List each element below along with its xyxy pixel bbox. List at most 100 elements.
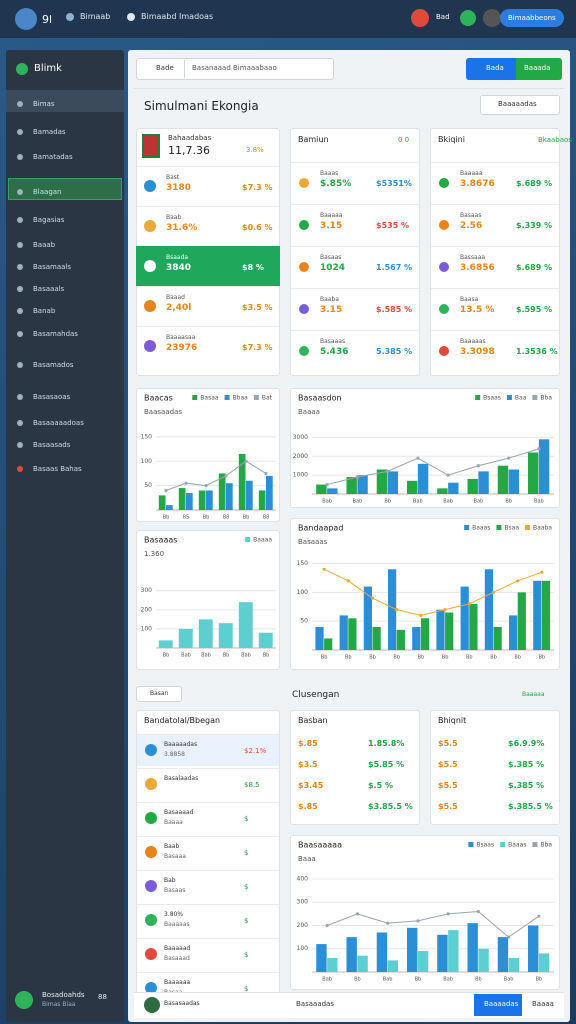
nav-item[interactable]: Baaab <box>33 241 56 249</box>
nav-item[interactable]: Bagasias <box>33 216 65 224</box>
page-title: Simulmani Ekongia <box>144 99 259 113</box>
bar <box>258 632 273 648</box>
x-tick-label: Bb <box>539 655 546 661</box>
user-avatar <box>15 991 33 1009</box>
row-value: 3.6856 <box>460 263 495 273</box>
row-divider <box>137 768 279 769</box>
row-divider <box>431 288 559 289</box>
x-tick-label: Bb <box>536 977 543 983</box>
row-value: $5.5 <box>438 760 458 769</box>
nav-item[interactable]: Basamahdas <box>33 330 78 338</box>
bar <box>406 480 418 494</box>
row-change: $3.5 % <box>242 303 273 312</box>
row-name: Baaad <box>166 294 185 301</box>
x-tick-label: Bb <box>514 655 521 661</box>
legend-swatch <box>506 395 512 400</box>
app-name[interactable]: Bimaab <box>80 12 111 21</box>
row-icon <box>145 778 157 790</box>
row-change: $ <box>244 883 249 891</box>
bar <box>445 612 454 650</box>
nav-item[interactable]: Basaasads <box>33 441 71 449</box>
nav-item[interactable]: Basamados <box>33 361 74 369</box>
row-icon <box>144 300 156 312</box>
x-tick-label: Bab <box>241 653 251 659</box>
row-change: $ <box>244 985 249 993</box>
legend-label: Baaas <box>508 842 526 849</box>
bar <box>448 482 459 494</box>
row-divider <box>137 972 279 973</box>
legend-swatch <box>496 525 502 530</box>
x-tick-label: Bab <box>201 653 211 659</box>
bar <box>541 580 551 650</box>
search-box[interactable] <box>136 58 334 80</box>
icon <box>17 154 23 160</box>
section-action[interactable]: Baaaaa <box>522 691 545 698</box>
bar <box>437 934 448 972</box>
row-icon <box>145 948 157 960</box>
x-tick-label: Bab <box>443 977 453 983</box>
panel-title: Bahaadabas <box>168 134 212 142</box>
row-name: Baaaaas <box>460 338 486 345</box>
select-text[interactable]: Basanaaad Bimaaabaao <box>192 64 277 72</box>
trend-point <box>476 464 480 468</box>
icon <box>17 466 23 472</box>
bar <box>469 603 478 650</box>
list-title: Bandatolal/Bbegan <box>144 716 221 725</box>
trend-point <box>516 579 520 583</box>
icon <box>17 331 23 337</box>
divider <box>134 88 564 89</box>
row-divider <box>291 288 419 289</box>
row-value: 3840 <box>166 263 192 273</box>
nav-item[interactable]: Basaaaaadoas <box>33 419 84 427</box>
nav-item[interactable]: Bimas <box>33 100 55 108</box>
header-button[interactable]: Bimaabbeons <box>500 9 564 27</box>
bar <box>327 488 338 494</box>
title-action[interactable] <box>480 95 560 115</box>
bar <box>178 628 193 648</box>
nav-item[interactable]: Banab <box>33 307 56 315</box>
nav-item[interactable]: Basasaoas <box>33 393 71 401</box>
nav-item[interactable]: Bamatadas <box>33 153 73 161</box>
bar <box>238 602 253 648</box>
bar <box>387 471 399 494</box>
x-tick-label: Bab <box>474 499 484 505</box>
panel-badge: 0 0 <box>398 136 410 144</box>
row-change: $ <box>244 951 249 959</box>
bar <box>527 452 539 494</box>
x-tick-label: B5 <box>183 515 190 521</box>
nav-item[interactable]: Basaaals <box>33 285 65 293</box>
y-tick-label: 400 <box>297 875 309 882</box>
brand-icon <box>16 63 28 75</box>
chart-subtitle: Baaaa <box>298 408 320 416</box>
footer-primary[interactable] <box>474 994 522 1016</box>
bar <box>166 505 173 510</box>
row-name: Baaba <box>320 296 339 303</box>
bar <box>376 469 388 494</box>
secondary-button[interactable] <box>516 58 562 80</box>
nav-item[interactable]: Basamaals <box>33 263 72 271</box>
filter[interactable] <box>136 686 182 702</box>
icon <box>17 264 23 270</box>
chart-subtitle: 1.360 <box>144 550 164 558</box>
menu-link[interactable]: Bimaabd Imadoas <box>141 12 214 21</box>
nav-item[interactable]: Bamadas <box>33 128 66 136</box>
legend-label: Bsaas <box>476 842 494 849</box>
x-tick-label: Bab <box>383 977 393 983</box>
row-name: Baaas <box>320 170 339 177</box>
row-change: $ <box>244 917 249 925</box>
nav-item[interactable]: Blaagan <box>33 188 62 196</box>
trend-point <box>244 459 248 463</box>
legend-swatch <box>468 842 474 847</box>
primary-button[interactable] <box>466 58 516 80</box>
nav-item[interactable]: Basaas Bahas <box>33 465 82 473</box>
chart-subtitle: Basaaas <box>298 538 328 546</box>
x-tick-label: Bb <box>163 515 170 521</box>
trend-point <box>325 923 329 928</box>
footer-secondary[interactable]: Baaaa <box>532 1000 554 1008</box>
trend-line <box>323 568 543 616</box>
badge-text: Bad <box>436 13 450 21</box>
x-tick-label: Bb <box>223 653 230 659</box>
y-tick-label: 50 <box>144 482 152 489</box>
bar <box>346 477 357 494</box>
footer-search[interactable]: Basaaadas <box>296 1000 334 1008</box>
